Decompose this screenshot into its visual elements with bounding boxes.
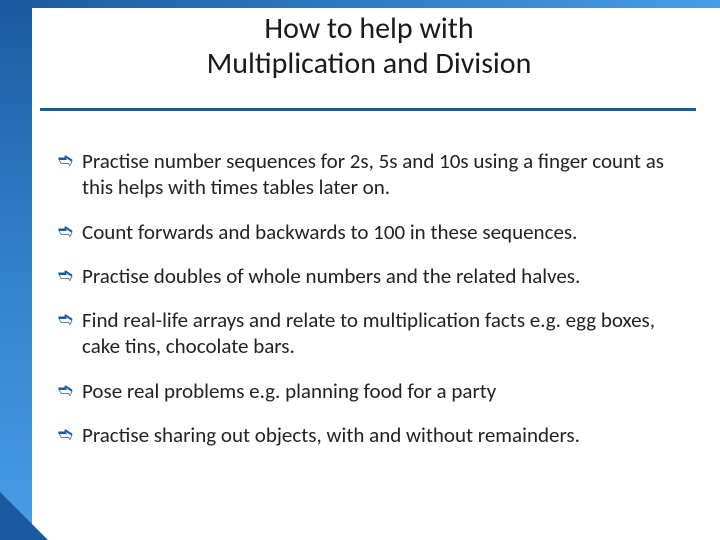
arrow-bullet-icon: ➬: [58, 309, 76, 331]
list-item: ➬ Practise doubles of whole numbers and …: [58, 263, 684, 289]
title-area: How to help with Multiplication and Divi…: [48, 12, 690, 89]
content-area: ➬ Practise number sequences for 2s, 5s a…: [58, 148, 684, 466]
list-item: ➬ Practise number sequences for 2s, 5s a…: [58, 148, 684, 201]
bullet-text: Practise sharing out objects, with and w…: [82, 422, 684, 448]
border-top: [0, 0, 720, 8]
bullet-text: Practise doubles of whole numbers and th…: [82, 263, 684, 289]
bullet-text: Count forwards and backwards to 100 in t…: [82, 219, 684, 245]
title-line-1: How to help with: [264, 10, 473, 47]
title-line-2: Multiplication and Division: [207, 45, 532, 82]
slide-title: How to help with Multiplication and Divi…: [48, 12, 690, 81]
bullet-text: Pose real problems e.g. planning food fo…: [82, 378, 684, 404]
list-item: ➬ Pose real problems e.g. planning food …: [58, 378, 684, 404]
list-item: ➬ Count forwards and backwards to 100 in…: [58, 219, 684, 245]
corner-accent: [0, 492, 48, 540]
arrow-bullet-icon: ➬: [58, 150, 76, 172]
list-item: ➬ Practise sharing out objects, with and…: [58, 422, 684, 448]
arrow-bullet-icon: ➬: [58, 221, 76, 243]
arrow-bullet-icon: ➬: [58, 424, 76, 446]
bullet-text: Find real-life arrays and relate to mult…: [82, 307, 684, 360]
list-item: ➬ Find real-life arrays and relate to mu…: [58, 307, 684, 360]
bullet-text: Practise number sequences for 2s, 5s and…: [82, 148, 684, 201]
border-left: [0, 0, 32, 540]
slide: How to help with Multiplication and Divi…: [0, 0, 720, 540]
arrow-bullet-icon: ➬: [58, 380, 76, 402]
arrow-bullet-icon: ➬: [58, 265, 76, 287]
title-underline: [40, 108, 696, 111]
